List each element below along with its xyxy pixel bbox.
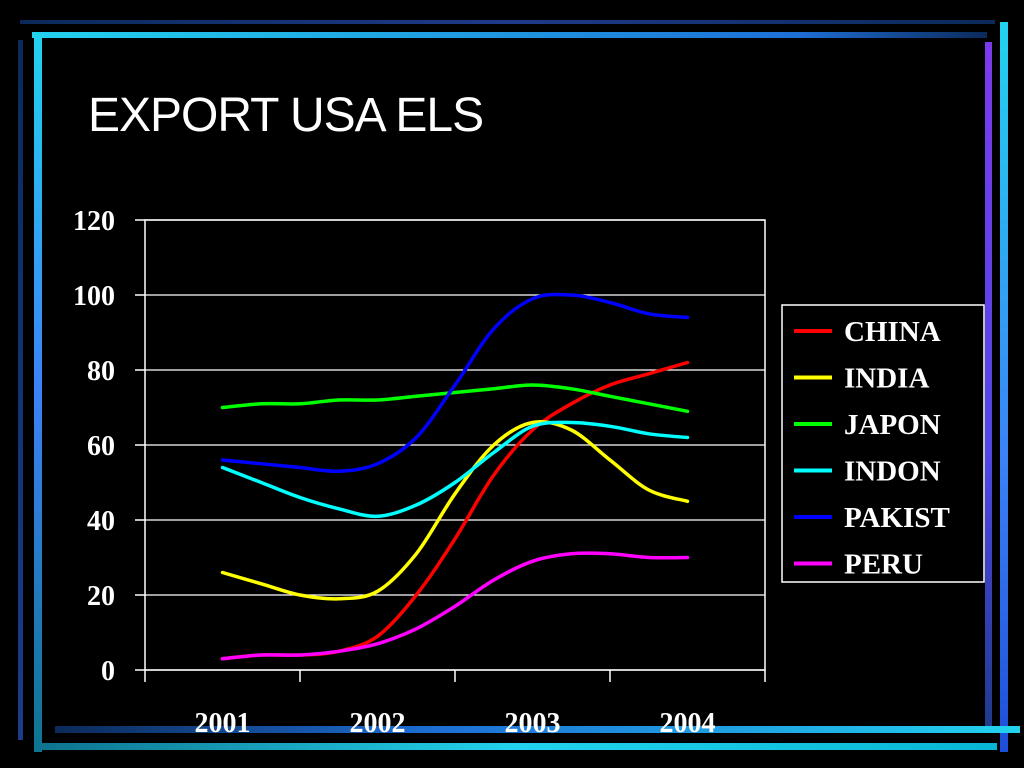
legend-label: PAKIST <box>844 502 950 534</box>
x-tick-label: 2001 <box>195 708 251 739</box>
legend-entry-peru: PERU <box>794 549 923 581</box>
legend-entry-pakist: PAKIST <box>794 502 950 534</box>
y-tick-label: 100 <box>73 281 115 312</box>
frame-bar-bottom <box>55 726 1020 733</box>
series-lines <box>220 292 690 661</box>
legend-entry-china: CHINA <box>794 316 941 348</box>
frame-bar-left-dark <box>18 40 23 740</box>
y-tick-label: 60 <box>87 431 115 462</box>
x-tick-label: 2002 <box>350 708 406 739</box>
slide-title: EXPORT USA ELS <box>88 89 484 142</box>
y-tick-label: 20 <box>87 581 115 612</box>
y-tick-label: 80 <box>87 356 115 387</box>
legend-label: INDON <box>844 456 941 488</box>
y-tick-label: 120 <box>73 206 115 237</box>
series-line-indon <box>220 420 690 519</box>
axes: 0 20 40 60 80 100 120 2001 2002 2003 2004 <box>73 206 766 739</box>
y-tick-label: 40 <box>87 506 115 537</box>
legend-entry-india: INDIA <box>794 363 929 395</box>
legend-label: PERU <box>844 549 923 581</box>
series-line-pakist <box>220 292 690 474</box>
frame-bar-top-dark <box>20 20 995 24</box>
x-tick-label: 2003 <box>505 708 561 739</box>
series-line-peru <box>220 551 690 661</box>
frame-bar-bottom-lower <box>42 743 997 750</box>
series-line-china <box>220 360 690 661</box>
grid-lines <box>144 219 766 671</box>
legend-label: JAPON <box>844 409 941 441</box>
series-line-japon <box>220 383 690 414</box>
frame-bar-right-inner <box>985 42 992 732</box>
legend-box <box>781 304 985 583</box>
frame-bar-right-outer <box>1000 22 1008 752</box>
series-line-india <box>220 419 690 601</box>
legend: CHINA INDIA JAPON INDON PAKIST PERU <box>781 304 985 583</box>
frame-bar-top <box>32 32 987 38</box>
legend-entry-indon: INDON <box>794 456 941 488</box>
y-tick-label: 0 <box>101 656 115 687</box>
frame-bar-left <box>34 32 42 752</box>
legend-label: INDIA <box>844 363 929 395</box>
x-tick-label: 2004 <box>660 708 716 739</box>
legend-entry-japon: JAPON <box>794 409 941 441</box>
legend-label: CHINA <box>844 316 941 348</box>
